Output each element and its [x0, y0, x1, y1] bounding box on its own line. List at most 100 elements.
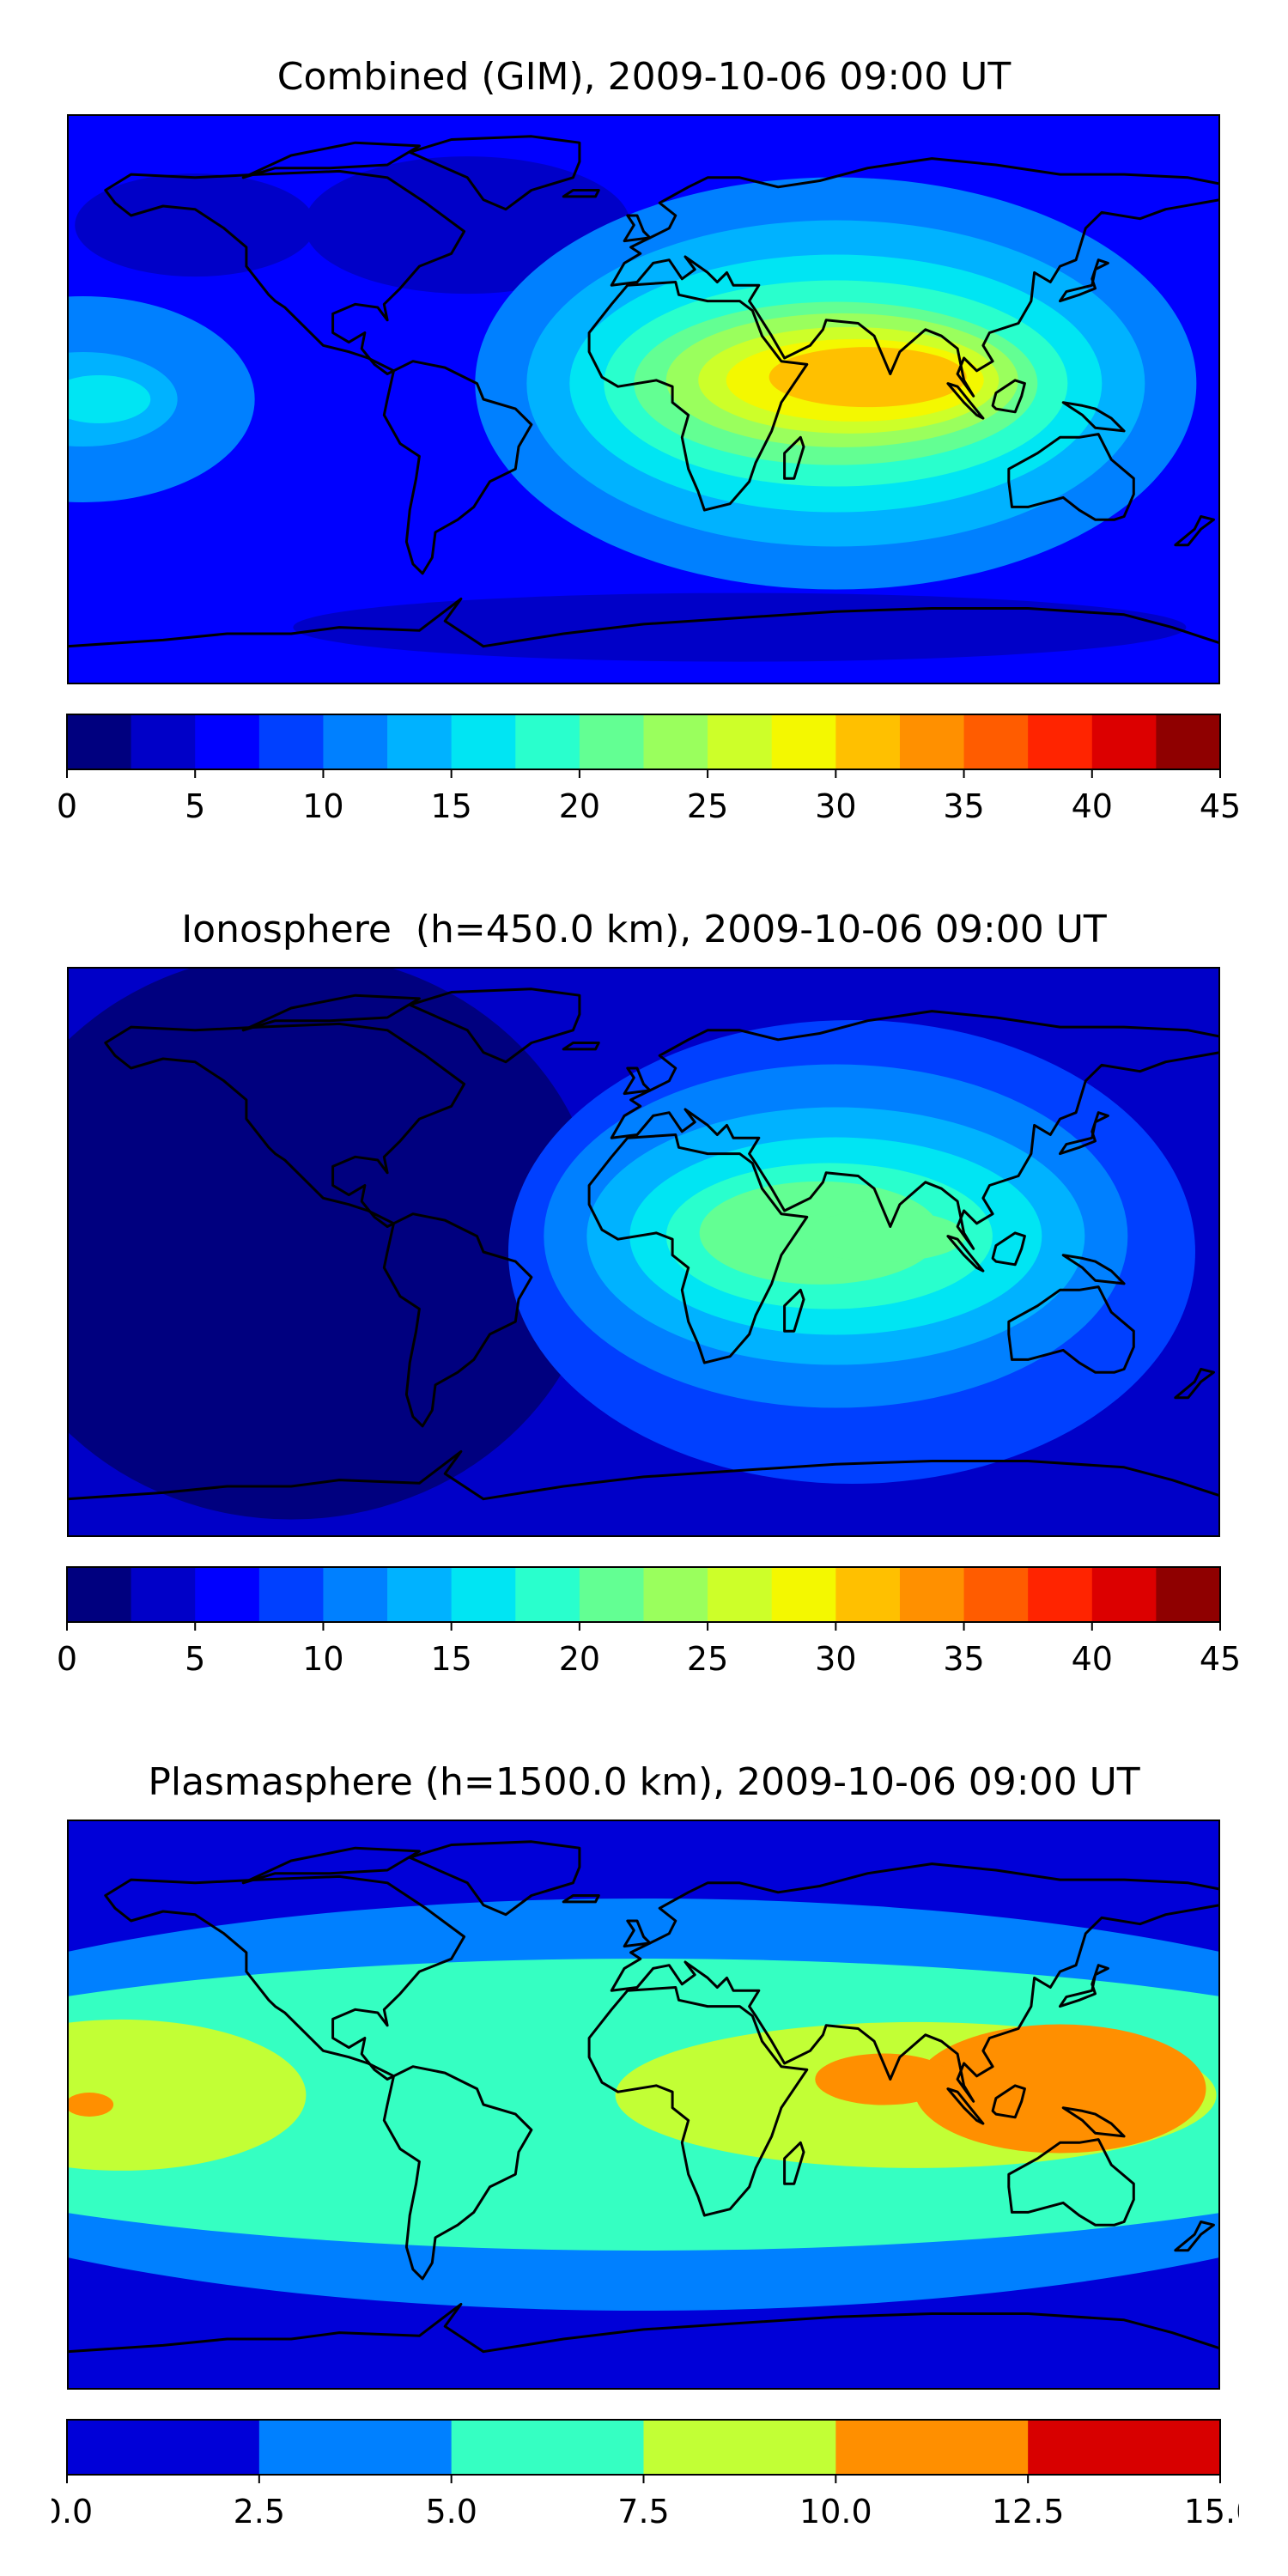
combined-colorbar-swatch-4	[323, 714, 388, 769]
ionosphere-colorbar-swatch-3	[258, 1567, 324, 1622]
colorbar-combined: 0 5 10 15 20 25 30 35 40 45	[57, 714, 1239, 825]
plasmasphere-coastline-4	[783, 2141, 805, 2185]
combined-coastline-7	[67, 597, 1220, 684]
combined-frame	[67, 114, 1220, 684]
ionosphere-coastline-7	[67, 1449, 1220, 1537]
chart-title-plasmasphere: Plasmasphere (h=1500.0 km), 2009-10-06 0…	[148, 1760, 1140, 1804]
combined-coastline-9	[1059, 258, 1109, 303]
plasmasphere-coastline-8	[623, 1919, 652, 1948]
ionosphere-colorbar-swatch-0	[67, 1567, 132, 1622]
plasmasphere-coastline-11	[991, 2084, 1026, 2119]
plasmasphere-colorbar-tick-label-4: 10.0	[799, 2493, 872, 2530]
combined-colorbar-swatch-5	[387, 714, 453, 769]
ionosphere-coastline-10	[946, 1235, 985, 1273]
ionosphere-colorbar-swatch-12	[835, 1567, 901, 1622]
ionosphere-colorbar-swatch-13	[899, 1567, 965, 1622]
plasmasphere-colorbar-tick-label-0: 0.0	[52, 2493, 93, 2530]
ionosphere-colorbar-swatch-2	[195, 1567, 260, 1622]
ionosphere-colorbar-swatch-7	[515, 1567, 580, 1622]
plasmasphere-coastline-6	[408, 1840, 581, 1917]
ionosphere-coastline-11	[991, 1231, 1026, 1267]
colorbar-plasmasphere: 0.0 2.5 5.0 7.5 10.0 12.5 15.0	[52, 2419, 1239, 2530]
plasmasphere-coastline-12	[1061, 2106, 1126, 2138]
combined-colorbar-swatch-2	[195, 714, 260, 769]
combined-colorbar-swatch-10	[708, 714, 773, 769]
plasmasphere-coastline-13	[1174, 2221, 1215, 2252]
combined-contour-15	[769, 347, 967, 408]
combined-coastline-4	[783, 435, 805, 480]
plasmasphere-colorbar-swatch-0	[67, 2420, 260, 2475]
ionosphere-colorbar-swatch-16	[1091, 1567, 1157, 1622]
ionosphere-coastline-4	[783, 1288, 805, 1333]
ionosphere-colorbar-tick-label-4: 20	[559, 1640, 600, 1678]
combined-contour-1	[75, 173, 316, 277]
ionosphere-colorbar-swatch-17	[1156, 1567, 1221, 1622]
ionosphere-frame	[67, 967, 1220, 1537]
combined-coastline-10	[946, 382, 985, 420]
combined-colorbar-swatch-1	[131, 714, 196, 769]
ionosphere-colorbar-swatch-6	[451, 1567, 516, 1622]
plasmasphere-colorbar-tick-label-5: 12.5	[992, 2493, 1065, 2530]
ionosphere-colorbar-tick-label-7: 35	[943, 1640, 984, 1678]
ionosphere-colorbar-tick-label-5: 25	[687, 1640, 728, 1678]
ionosphere-colorbar-swatch-8	[579, 1567, 644, 1622]
combined-colorbar-swatch-6	[451, 714, 516, 769]
ionosphere-coastline-5	[1007, 1285, 1135, 1374]
plasmasphere-coastline-10	[946, 2087, 985, 2125]
ionosphere-coastline-15	[241, 993, 421, 1032]
combined-coastline-11	[991, 379, 1026, 414]
plasmasphere-frame	[67, 1820, 1220, 2390]
colorbar-ionosphere: 0 5 10 15 20 25 30 35 40 45	[57, 1566, 1239, 1678]
ionosphere-coastline-13	[1174, 1368, 1215, 1400]
ionosphere-colorbar-tick-label-1: 5	[185, 1640, 205, 1678]
plasmasphere-coastline-5	[1007, 2138, 1135, 2227]
ionosphere-colorbar-tick-label-0: 0	[57, 1640, 77, 1678]
combined-colorbar-swatch-8	[579, 714, 644, 769]
combined-colorbar-tick-label-3: 15	[430, 787, 471, 825]
combined-colorbar-tick-label-1: 5	[185, 787, 205, 825]
plasmasphere-contour-5	[815, 2053, 953, 2105]
combined-colorbar-swatch-9	[643, 714, 708, 769]
plasmasphere-colorbar-swatch-3	[643, 2420, 836, 2475]
combined-contour-5	[67, 375, 151, 423]
combined-colorbar-swatch-7	[515, 714, 580, 769]
ionosphere-colorbar-swatch-11	[771, 1567, 836, 1622]
plasmasphere-contour-4	[914, 2024, 1206, 2154]
plasmasphere-coastline-7	[67, 2302, 1220, 2390]
ionosphere-coastline-2	[610, 1010, 1220, 1250]
plasmasphere-coastline-3	[587, 1986, 809, 2217]
combined-coastline-5	[1007, 433, 1135, 521]
plasmasphere-coastline-14	[562, 1894, 600, 1904]
ionosphere-coastline-6	[408, 987, 581, 1064]
combined-coastline-15	[241, 141, 421, 179]
combined-colorbar-swatch-0	[67, 714, 132, 769]
ionosphere-coastline-8	[623, 1066, 652, 1096]
plasmasphere-contour-3	[67, 2019, 307, 2171]
ionosphere-colorbar-swatch-9	[643, 1567, 708, 1622]
combined-colorbar-tick-label-7: 35	[943, 787, 984, 825]
plasmasphere-colorbar-swatch-2	[451, 2420, 644, 2475]
combined-colorbar-swatch-3	[258, 714, 324, 769]
ionosphere-colorbar-tick-label-2: 10	[302, 1640, 343, 1678]
combined-colorbar-tick-label-5: 25	[687, 787, 728, 825]
combined-colorbar-tick-label-6: 30	[815, 787, 856, 825]
plasmasphere-coastline-15	[241, 1846, 421, 1885]
plasmasphere-contour-6	[67, 2093, 114, 2117]
ionosphere-colorbar-swatch-1	[131, 1567, 196, 1622]
map-combined	[67, 114, 1220, 684]
combined-coastline-0	[104, 169, 466, 375]
ionosphere-colorbar-tick-label-3: 15	[430, 1640, 471, 1678]
ionosphere-colorbar-swatch-4	[323, 1567, 388, 1622]
ionosphere-coastline-14	[562, 1042, 600, 1051]
combined-coastline-1	[382, 360, 533, 575]
combined-coastline-14	[562, 189, 600, 198]
ionosphere-colorbar-swatch-10	[708, 1567, 773, 1622]
map-ionosphere	[67, 967, 1220, 1537]
ionosphere-coastline-12	[1061, 1254, 1126, 1285]
combined-colorbar-tick-label-0: 0	[57, 787, 77, 825]
plasmasphere-colorbar-tick-label-2: 5.0	[425, 2493, 477, 2530]
plasmasphere-colorbar-tick-label-6: 15.0	[1184, 2493, 1239, 2530]
plasmasphere-colorbar-swatch-1	[258, 2420, 453, 2475]
ionosphere-contour-7	[802, 1210, 966, 1262]
plasmasphere-coastline-0	[104, 1874, 466, 2081]
